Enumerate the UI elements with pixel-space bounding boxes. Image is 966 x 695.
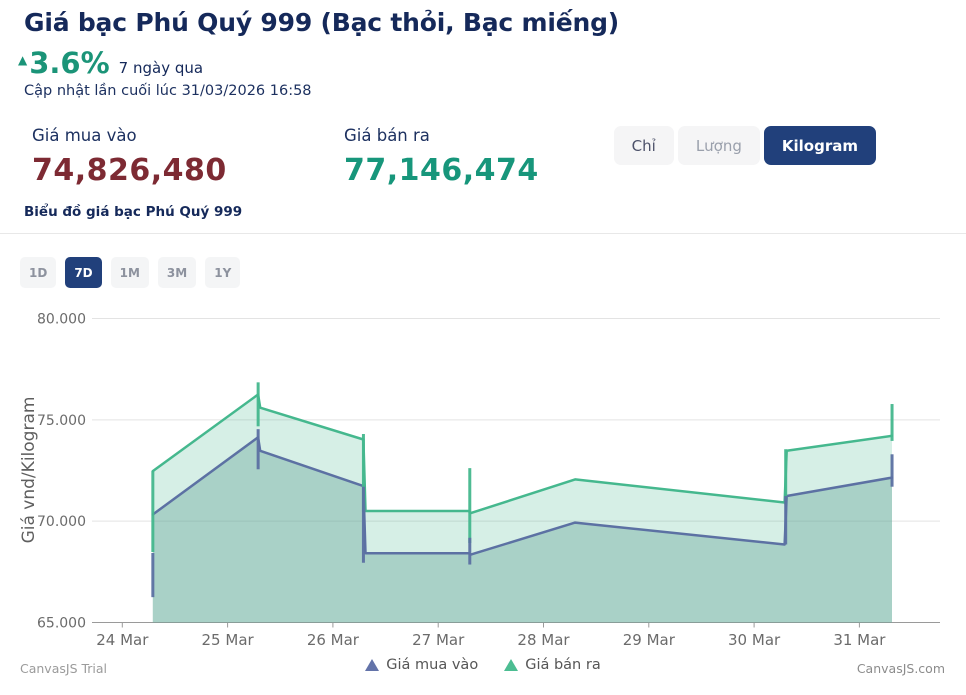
canvasjs-trial-watermark: CanvasJS Trial (20, 661, 108, 676)
range-tab-7d[interactable]: 7D (65, 257, 102, 288)
x-tick-label: 30 Mar (728, 631, 781, 649)
chart-legend: Giá mua vào Giá bán ra (0, 657, 966, 673)
sell-price-value: 77,146,474 (344, 153, 539, 188)
x-tick-label: 27 Mar (412, 631, 465, 649)
legend-item-buy[interactable]: Giá mua vào (365, 657, 478, 673)
x-tick-label: 25 Mar (202, 631, 255, 649)
chart-section-title: Biểu đồ giá bạc Phú Quý 999 (24, 204, 243, 220)
legend-item-sell[interactable]: Giá bán ra (504, 657, 601, 673)
y-tick-label: 65.000 (37, 616, 86, 632)
range-tab-3m[interactable]: 3M (157, 257, 197, 288)
buy-price-value: 74,826,480 (32, 153, 227, 188)
page-title: Giá bạc Phú Quý 999 (Bạc thỏi, Bạc miếng… (24, 8, 620, 37)
triangle-marker-icon (504, 659, 519, 671)
buy-price-block: Giá mua vào 74,826,480 (32, 126, 227, 188)
x-tick-label: 28 Mar (517, 631, 570, 649)
range-tab-1y[interactable]: 1Y (205, 257, 241, 288)
y-tick-label: 70.000 (37, 514, 86, 530)
buy-price-label: Giá mua vào (32, 126, 137, 145)
section-divider (0, 233, 966, 234)
x-tick-label: 26 Mar (307, 631, 360, 649)
y-tick-label: 75.000 (37, 413, 86, 429)
unit-tab-chi[interactable]: Chỉ (613, 126, 674, 165)
price-change: ▲ 3.6% 7 ngày qua (18, 46, 203, 80)
change-percent: 3.6% (29, 46, 110, 80)
triangle-marker-icon (365, 659, 380, 671)
change-period: 7 ngày qua (118, 59, 204, 77)
x-tick-label: 31 Mar (833, 631, 886, 649)
range-tab-group: 1D 7D 1M 3M 1Y (20, 257, 241, 288)
series-area (152, 437, 893, 623)
x-tick-label: 24 Mar (96, 631, 149, 649)
series-area (152, 394, 893, 623)
unit-tab-group: Chỉ Lượng Kilogram (613, 126, 876, 165)
canvasjs-link[interactable]: CanvasJS.com (856, 661, 945, 676)
unit-tab-kilogram[interactable]: Kilogram (763, 126, 876, 165)
last-updated: Cập nhật lần cuối lúc 31/03/2026 16:58 (24, 83, 312, 99)
unit-tab-luong[interactable]: Lượng (677, 126, 760, 165)
legend-label: Giá mua vào (386, 657, 479, 673)
x-tick-label: 29 Mar (623, 631, 676, 649)
y-axis-title: Giá vnd/Kilogram (19, 397, 39, 544)
range-tab-1d[interactable]: 1D (20, 257, 57, 288)
up-arrow-icon: ▲ (18, 53, 28, 67)
y-tick-label: 80.000 (37, 312, 86, 328)
legend-label: Giá bán ra (525, 657, 601, 673)
range-tab-1m[interactable]: 1M (110, 257, 149, 288)
sell-price-label: Giá bán ra (344, 126, 430, 145)
sell-price-block: Giá bán ra 77,146,474 (344, 126, 539, 188)
